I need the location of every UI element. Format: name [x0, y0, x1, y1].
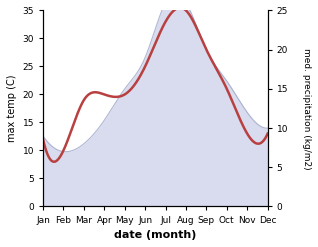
- Y-axis label: max temp (C): max temp (C): [7, 75, 17, 142]
- Y-axis label: med. precipitation (kg/m2): med. precipitation (kg/m2): [302, 48, 311, 169]
- X-axis label: date (month): date (month): [114, 230, 197, 240]
